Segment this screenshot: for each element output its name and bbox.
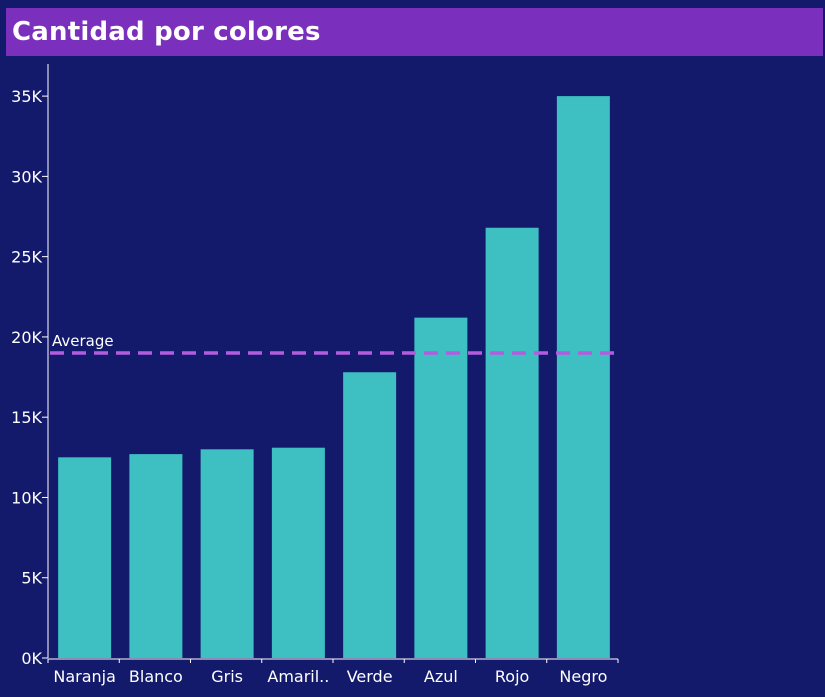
x-tick-label: Gris xyxy=(211,667,243,686)
bar-gris[interactable] xyxy=(200,449,254,658)
y-tick-label: 30K xyxy=(11,167,42,186)
x-tick-label: Verde xyxy=(347,667,393,686)
bar-blanco[interactable] xyxy=(129,454,183,658)
bars xyxy=(58,96,610,659)
bar-rojo[interactable] xyxy=(485,227,539,659)
x-tick-label: Negro xyxy=(559,667,607,686)
x-tick-label: Rojo xyxy=(495,667,529,686)
y-tick-label: 20K xyxy=(11,328,42,347)
y-tick-label: 25K xyxy=(11,248,42,267)
chart-title: Cantidad por colores xyxy=(12,17,321,47)
y-tick-label: 15K xyxy=(11,408,42,427)
x-tick-label: Amaril.. xyxy=(267,667,329,686)
average-label: Average xyxy=(52,332,114,350)
x-axis: Naranja Blanco Gris Amaril.. Verde Azul Rojo Ne… xyxy=(47,658,619,686)
y-tick-label: 0K xyxy=(21,649,42,668)
x-tick-label: Azul xyxy=(424,667,458,686)
bar-verde[interactable] xyxy=(343,372,397,658)
y-tick-label: 35K xyxy=(11,87,42,106)
average-reference: Average xyxy=(50,332,618,355)
title-bar: Cantidad por colores xyxy=(6,8,823,56)
bar-amaril[interactable] xyxy=(271,447,325,658)
y-tick-label: 10K xyxy=(11,488,42,507)
x-tick-label: Blanco xyxy=(129,667,183,686)
y-tick-label: 5K xyxy=(21,569,42,588)
x-tick-label: Naranja xyxy=(53,667,116,686)
bar-negro[interactable] xyxy=(556,96,610,659)
bar-azul[interactable] xyxy=(414,317,468,658)
bar-naranja[interactable] xyxy=(58,457,112,658)
y-axis: 0K 5K 10K 15K 20K 25K 30K 35K xyxy=(11,64,49,668)
